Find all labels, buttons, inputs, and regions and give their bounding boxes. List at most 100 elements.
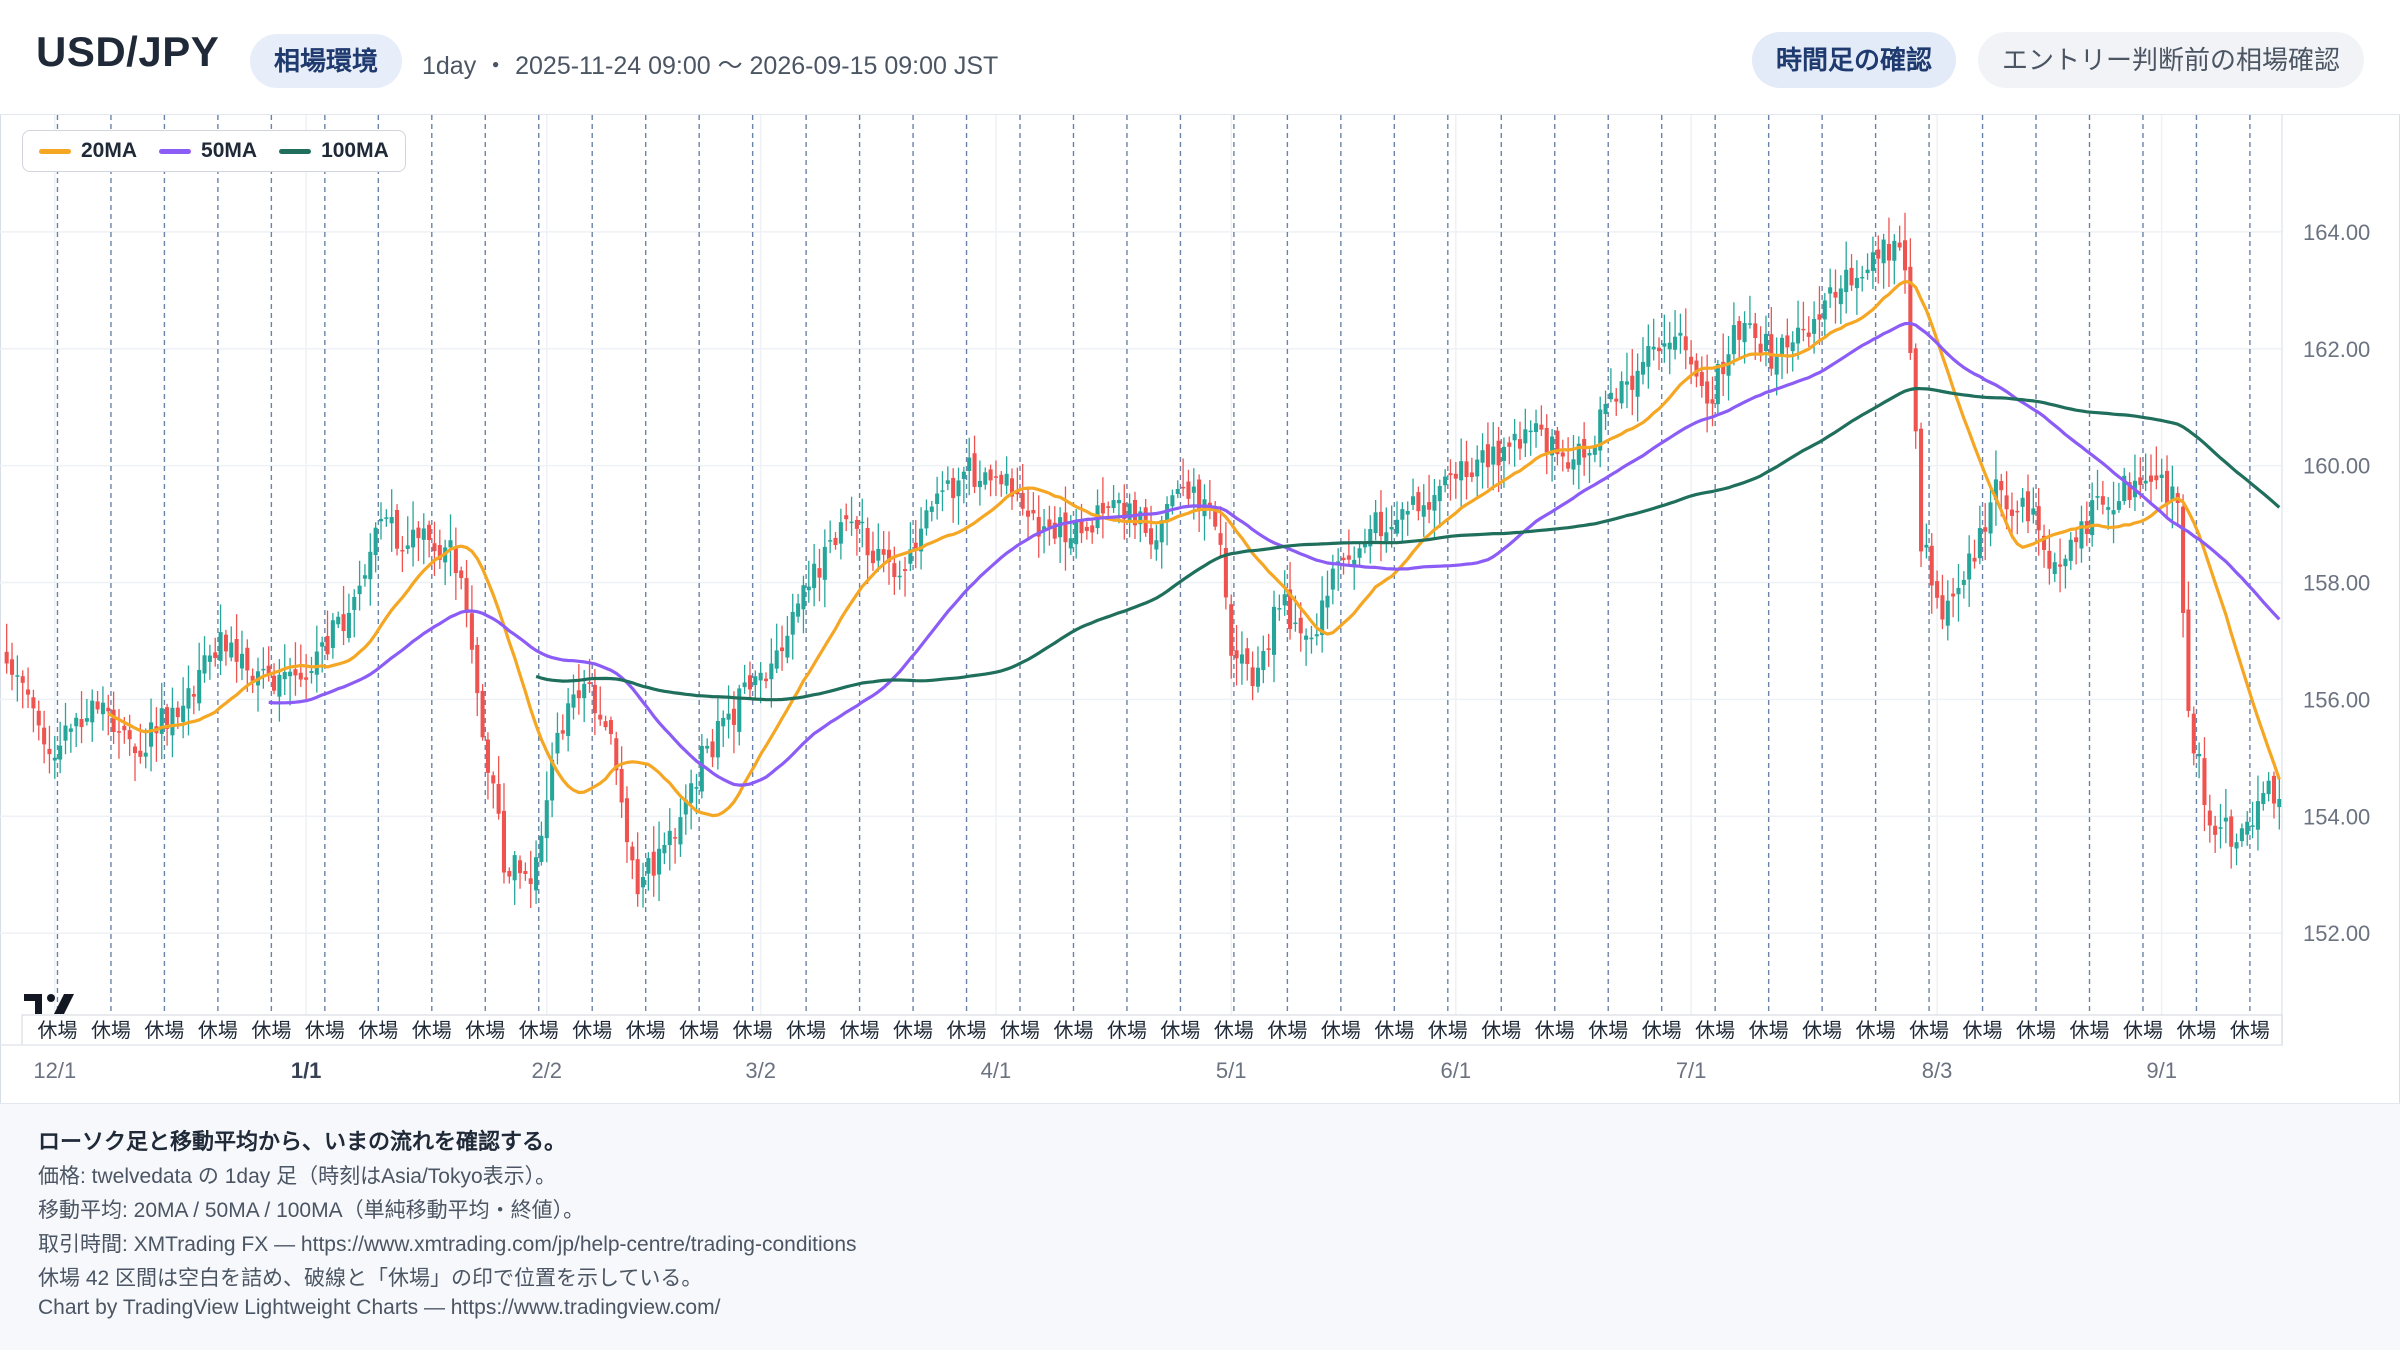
candle [763, 672, 769, 689]
candle-body [357, 585, 362, 595]
candle-body [197, 669, 202, 704]
candle-body [1202, 499, 1207, 517]
candle [469, 585, 474, 664]
candle-body [427, 524, 432, 541]
candle-body [2116, 501, 2121, 510]
candle-body [2036, 506, 2041, 531]
candle [2047, 529, 2052, 585]
candle-body [1154, 540, 1159, 550]
candle-body [1218, 533, 1223, 545]
candle-body [1576, 443, 1581, 465]
notes-line-attribution: Chart by TradingView Lightweight Charts … [38, 1296, 721, 1319]
candle [1047, 505, 1052, 546]
candle-body [1812, 319, 1817, 334]
candle-body [2207, 810, 2212, 826]
candle-body [619, 768, 624, 803]
holiday-marker-label: 休場 [2123, 1018, 2163, 1042]
tradingview-logo-icon[interactable] [24, 990, 86, 1021]
candle-body [903, 569, 908, 571]
candle-body [935, 493, 940, 505]
candle-body [1148, 528, 1154, 545]
candle [1074, 509, 1079, 559]
candle-body [1908, 266, 1913, 353]
candle [1234, 625, 1239, 686]
candle-body [1822, 300, 1827, 320]
candlestick-chart[interactable]: 152.00 154.00 156.00 158.00 160.00 162.00 164.… [0, 115, 2400, 1105]
candle-body [1635, 370, 1640, 397]
candle [731, 691, 736, 754]
candle-body [1298, 617, 1303, 634]
entry-check-button[interactable]: エントリー判断前の相場確認 [1978, 32, 2365, 88]
candle-body [469, 613, 474, 650]
candle-body [1592, 445, 1597, 455]
candle-body [1058, 517, 1063, 538]
candle [753, 670, 758, 699]
candle-body [822, 546, 827, 580]
candle-body [1448, 473, 1453, 476]
candle [1833, 269, 1838, 324]
candle [1683, 308, 1688, 370]
candle-body [485, 739, 490, 773]
ma-50-line [268, 321, 2281, 787]
holiday-marker-label: 休場 [1160, 1018, 1200, 1042]
candle [58, 721, 63, 774]
candle-body [2031, 508, 2036, 515]
candle [395, 504, 400, 556]
candle-body [1710, 399, 1715, 404]
candle-body [1614, 398, 1619, 402]
candle-body [2250, 825, 2255, 827]
candle-body [320, 642, 325, 647]
candle [1662, 314, 1667, 363]
candle [1111, 485, 1116, 513]
candle [1539, 405, 1544, 436]
candle-body [1020, 493, 1025, 509]
candle-body [731, 708, 736, 725]
candle [1453, 461, 1458, 499]
candle-body [1550, 436, 1555, 456]
candle-body [1464, 461, 1469, 478]
time-tick-label: 2/2 [531, 1058, 562, 1083]
candle-body [710, 741, 715, 758]
candle-body [1213, 508, 1218, 527]
candle [1009, 468, 1015, 510]
candle [1507, 436, 1512, 465]
candle [1592, 435, 1597, 463]
candle-body [640, 877, 646, 888]
candle-body [52, 757, 57, 761]
candle [1919, 422, 1924, 568]
candle [961, 466, 966, 504]
candle-body [1678, 332, 1683, 336]
candle-body [1229, 604, 1234, 656]
candle-body [1902, 240, 1908, 271]
candle [1576, 436, 1581, 490]
candle-body [1630, 375, 1635, 390]
candle-body [1042, 526, 1047, 531]
price-tick-label: 152.00 [2303, 921, 2370, 946]
candle [2058, 538, 2063, 593]
candle-body [341, 614, 346, 632]
candle [1004, 456, 1009, 495]
candle-body [667, 830, 672, 846]
holiday-marker-label: 休場 [1535, 1018, 1575, 1042]
candle-body [336, 616, 341, 625]
candle [1197, 474, 1202, 533]
candle-body [1416, 492, 1421, 512]
candle-body [2058, 564, 2063, 567]
candle-body [1384, 532, 1389, 541]
candle-body [1389, 526, 1394, 530]
candle [437, 529, 442, 569]
candle-body [1025, 510, 1031, 517]
candle [159, 682, 164, 760]
candle-body [1496, 440, 1501, 466]
candle [346, 593, 351, 643]
candle-body [1977, 528, 1982, 559]
candle [913, 519, 918, 569]
candle [1790, 331, 1795, 372]
candle [2250, 801, 2255, 839]
candle-body [1122, 502, 1127, 520]
candle-body [1116, 499, 1121, 504]
timeframe-check-button[interactable]: 時間足の確認 [1752, 32, 1957, 88]
candle [2036, 488, 2041, 556]
candle [512, 851, 517, 905]
candle [63, 702, 68, 755]
